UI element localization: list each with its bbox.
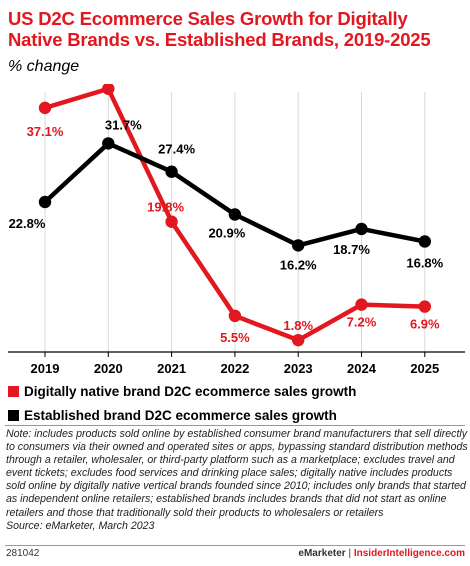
chart-note: Note: includes products sold online by e… (6, 428, 468, 533)
x-tick-label-2019: 2019 (31, 361, 60, 376)
legend: Digitally native brand D2C ecommerce sal… (8, 379, 464, 427)
data-label-1-2021: 27.4% (158, 142, 195, 157)
x-tick-label-2021: 2021 (157, 361, 186, 376)
x-tick-label-2023: 2023 (284, 361, 313, 376)
point-1-2025 (418, 235, 431, 248)
x-axis-ticks: 2019 2020 2021 2022 2023 2024 2025 (31, 352, 439, 376)
legend-label-established: Established brand D2C ecommerce sales gr… (24, 407, 337, 423)
divider-top (5, 425, 465, 426)
footer-credit: eMarketer | InsiderIntelligence.com (298, 548, 465, 559)
point-0-2020 (102, 84, 115, 95)
gridlines (8, 92, 465, 353)
data-label-0-2022: 5.5% (220, 330, 250, 345)
legend-item-established: Established brand D2C ecommerce sales gr… (8, 403, 464, 427)
point-1-2021 (165, 165, 178, 178)
chart-title: US D2C Ecommerce Sales Growth for Digita… (8, 8, 431, 50)
data-label-1-2022: 20.9% (208, 225, 245, 240)
point-1-2024 (355, 222, 368, 236)
chart-id: 281042 (6, 548, 40, 559)
data-label-1-2019: 22.8% (9, 216, 46, 231)
legend-swatch-black (8, 409, 19, 421)
data-label-1-2025: 16.8% (406, 255, 443, 270)
divider-bottom (5, 545, 465, 546)
footer-separator: | (348, 548, 352, 559)
point-1-2019 (38, 195, 52, 209)
footer-site: InsiderIntelligence.com (353, 548, 465, 559)
point-0-2022 (228, 309, 242, 323)
data-label-0-2021: 19.8% (147, 200, 184, 215)
x-tick-label-2025: 2025 (410, 361, 439, 376)
series-points (38, 84, 431, 347)
legend-label-digitally-native: Digitally native brand D2C ecommerce sal… (24, 383, 357, 399)
point-0-2023 (292, 333, 305, 347)
x-tick-label-2024: 2024 (347, 361, 377, 376)
chart-subtitle: % change (8, 58, 80, 75)
data-label-0-2024: 7.2% (347, 315, 377, 330)
point-1-2022 (228, 208, 242, 221)
point-0-2024 (355, 298, 368, 311)
footer-brand: eMarketer (298, 548, 346, 559)
data-label-0-2025: 6.9% (410, 317, 440, 332)
legend-item-digitally-native: Digitally native brand D2C ecommerce sal… (8, 379, 464, 403)
footer: 281042 eMarketer | InsiderIntelligence.c… (6, 548, 465, 559)
note-text: Note: includes products sold online by e… (6, 428, 468, 519)
x-tick-label-2022: 2022 (220, 361, 249, 376)
data-label-0-2019: 37.1% (27, 124, 64, 139)
point-0-2021 (165, 215, 178, 228)
data-label-0-2023: 1.8% (283, 318, 313, 333)
point-0-2019 (38, 101, 52, 115)
point-1-2023 (292, 239, 305, 252)
data-label-1-2024: 18.7% (333, 242, 370, 257)
data-label-1-2020: 31.7% (105, 117, 142, 132)
data-labels: 37.1%40.0%19.8%5.5%1.8%7.2%6.9%22.8%31.7… (9, 117, 444, 345)
point-1-2020 (102, 137, 115, 150)
point-0-2025 (418, 300, 431, 313)
legend-swatch-red (8, 385, 19, 397)
source-text: Source: eMarketer, March 2023 (6, 519, 155, 532)
data-label-1-2023: 16.2% (280, 257, 317, 272)
line-chart: 37.1%40.0%19.8%5.5%1.8%7.2%6.9%22.8%31.7… (8, 84, 465, 376)
x-tick-label-2020: 2020 (94, 361, 123, 376)
